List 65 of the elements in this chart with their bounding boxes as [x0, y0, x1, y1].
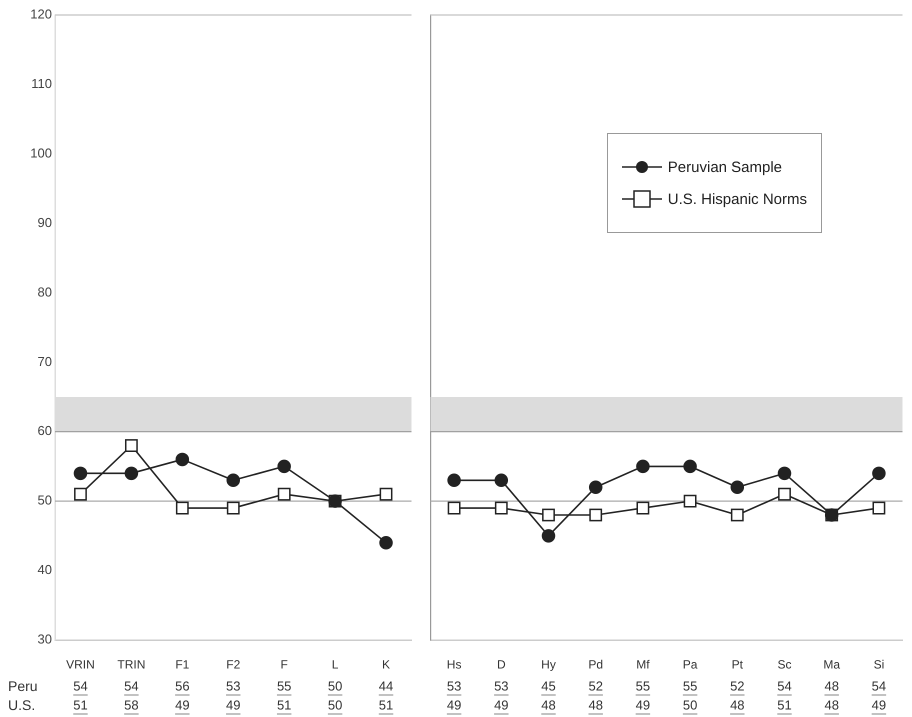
data-label: 51 — [777, 698, 792, 713]
y-tick-label: 40 — [38, 562, 52, 578]
x-tick-label: F — [280, 658, 288, 672]
data-label: 49 — [446, 698, 462, 713]
y-tick-label: 50 — [38, 492, 52, 508]
data-label: 50 — [328, 678, 342, 694]
data-label: 48 — [824, 678, 839, 694]
data-label: 51 — [73, 698, 88, 713]
data-label: 55 — [636, 678, 650, 694]
data-label: 49 — [494, 698, 509, 713]
y-tick-label: 100 — [30, 145, 52, 160]
legend-label: U.S. Hispanic Norms — [668, 190, 807, 208]
x-tick-label: K — [382, 658, 390, 672]
data-label: 48 — [588, 698, 603, 713]
y-tick-label: 30 — [38, 632, 52, 647]
y-tick-label: 80 — [38, 284, 52, 300]
data-label: 50 — [328, 698, 342, 713]
data-label: 55 — [682, 678, 698, 694]
data-label: 53 — [226, 678, 240, 694]
data-label: 53 — [446, 678, 462, 694]
text: U.S. — [8, 696, 36, 713]
x-tick-label: Pd — [588, 658, 604, 672]
x-tick-label: VRIN — [66, 658, 95, 672]
data-label: 49 — [872, 698, 886, 713]
x-tick-label: Si — [874, 658, 884, 672]
data-label: 49 — [636, 698, 650, 713]
text: Peru — [8, 678, 38, 694]
data-label: 53 — [494, 678, 509, 694]
data-label: 51 — [276, 698, 292, 713]
data-label: 55 — [276, 678, 292, 694]
x-tick-label: D — [496, 658, 506, 672]
legend-label: Peruvian Sample — [668, 158, 782, 176]
data-label: 54 — [872, 678, 886, 694]
y-tick-label: 90 — [38, 214, 52, 230]
y-tick-label: 60 — [38, 423, 52, 438]
x-tick-label: Sc — [777, 658, 792, 672]
x-tick-label: Hs — [446, 658, 462, 672]
x-tick-label: F1 — [175, 658, 190, 672]
data-label: 48 — [824, 698, 839, 713]
data-label: 50 — [682, 698, 698, 713]
x-tick-label: TRIN — [117, 658, 146, 672]
data-label: 51 — [378, 698, 394, 713]
y-tick-label: 120 — [30, 6, 52, 22]
data-label: 48 — [541, 698, 556, 713]
data-label: 48 — [730, 698, 745, 713]
data-label: 54 — [124, 678, 139, 694]
y-tick-label: 70 — [38, 354, 52, 369]
data-label: 49 — [175, 698, 190, 713]
data-label: 49 — [226, 698, 240, 713]
data-label: 58 — [124, 698, 139, 713]
data-label: 44 — [378, 678, 394, 694]
data-label: 54 — [777, 678, 792, 694]
x-tick-label: L — [332, 658, 339, 672]
data-label: 45 — [541, 678, 556, 694]
data-label: 56 — [175, 678, 190, 694]
y-tick-label: 110 — [31, 76, 52, 92]
x-tick-label: Hy — [541, 658, 556, 672]
x-tick-label: F2 — [226, 658, 241, 672]
x-tick-label: Ma — [823, 658, 840, 672]
data-label: 52 — [588, 678, 603, 694]
x-tick-label: Pt — [732, 658, 744, 672]
x-tick-label: Mf — [636, 658, 650, 672]
data-label: 54 — [73, 678, 88, 694]
x-tick-label: Pa — [682, 658, 698, 672]
data-label: 52 — [730, 678, 745, 694]
